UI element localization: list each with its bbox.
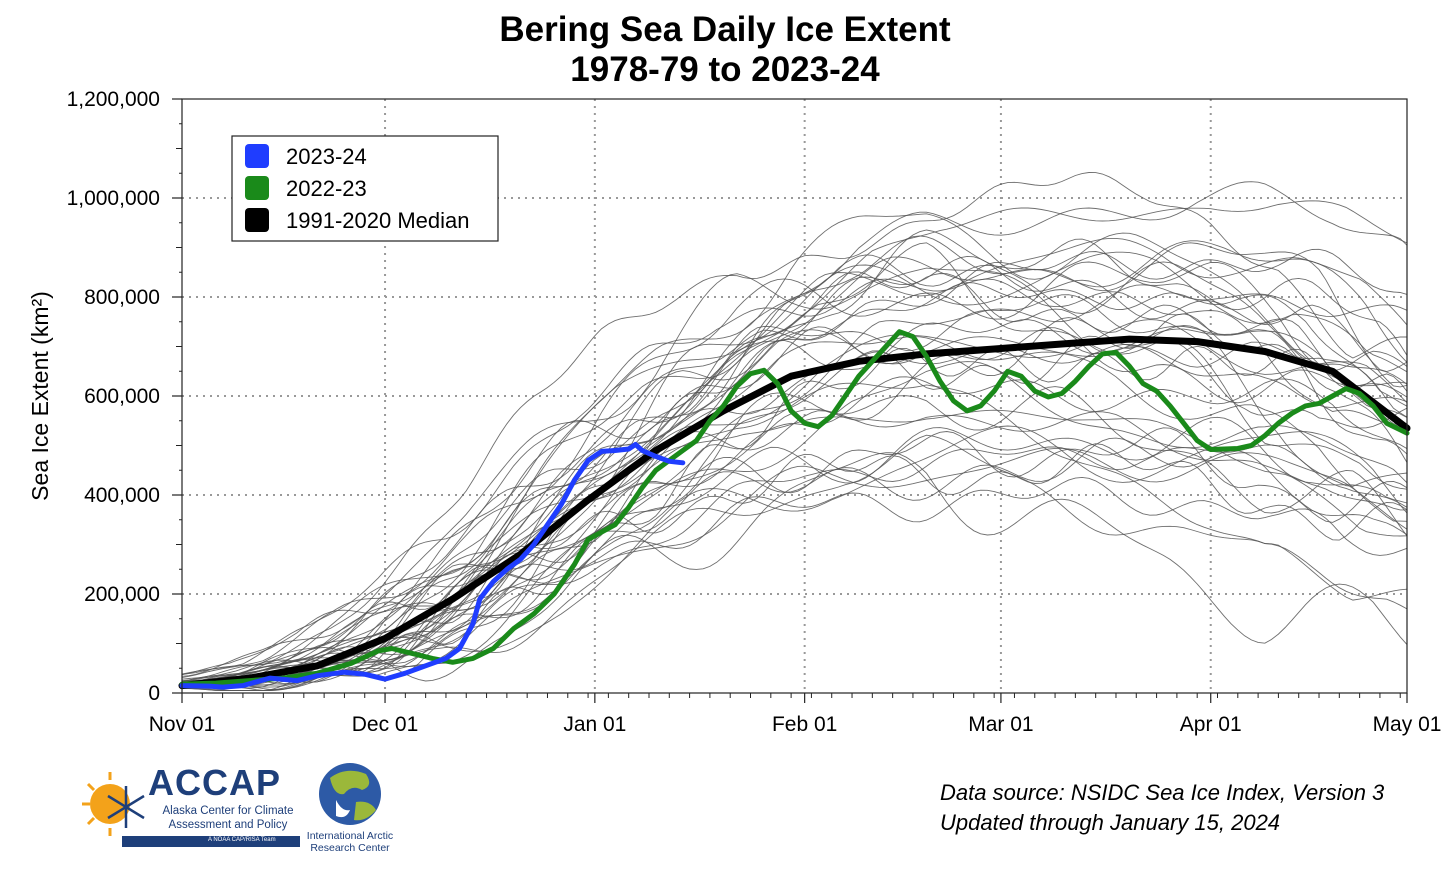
highlighted-series-layer <box>178 329 1411 690</box>
historical-season-line <box>181 261 1408 679</box>
historical-season-line <box>181 425 1408 691</box>
historical-season-line <box>181 251 1408 680</box>
historical-season-line <box>181 248 1408 688</box>
x-tick-label: Dec 01 <box>352 713 419 736</box>
historical-season-line <box>181 282 1408 682</box>
accap-bar-text: A NOAA CAP/RISA Team <box>208 837 276 843</box>
accap-bar <box>122 836 300 847</box>
historical-series-layer <box>181 172 1408 691</box>
x-tick-label: Nov 01 <box>149 713 216 736</box>
iarc-logo: International Arctic Research Center <box>298 760 402 860</box>
x-tick-label: Apr 01 <box>1180 713 1242 736</box>
chart-title-line2: 1978-79 to 2023-24 <box>570 50 880 89</box>
historical-season-line <box>181 181 1408 684</box>
legend-box <box>231 135 499 242</box>
historical-season-line <box>181 238 1408 686</box>
historical-season-line <box>181 271 1408 685</box>
historical-season-line <box>182 444 1408 689</box>
accap-name: ACCAP <box>148 762 282 803</box>
legend-swatch <box>245 144 269 168</box>
legend-swatch <box>245 176 269 200</box>
historical-season-line <box>181 452 1408 691</box>
legend: 2023-24 2022-23 1991-2020 Median <box>231 135 499 242</box>
historical-season-line <box>181 294 1408 682</box>
data-source-line: Data source: NSIDC Sea Ice Index, Versio… <box>940 780 1385 805</box>
y-tick-label: 600,000 <box>84 385 160 408</box>
series-line-1991-2020-median <box>178 335 1411 690</box>
x-tick-label: Mar 01 <box>968 713 1033 736</box>
historical-season-line <box>181 213 1408 684</box>
chart-title-line1: Bering Sea Daily Ice Extent <box>499 10 951 49</box>
historical-season-line <box>181 313 1408 683</box>
historical-season-line <box>181 343 1408 691</box>
y-tick-label: 400,000 <box>84 484 160 507</box>
y-tick-label: 800,000 <box>84 286 160 309</box>
legend-swatch <box>245 208 269 232</box>
accap-subtitle: Alaska Center for Climate Assessment and… <box>162 805 294 831</box>
historical-season-line <box>181 386 1408 687</box>
historical-season-line <box>181 267 1408 677</box>
historical-season-line <box>181 328 1408 685</box>
historical-season-line <box>181 172 1407 675</box>
legend-label: 2022-23 <box>286 176 367 201</box>
globe-icon <box>319 763 381 825</box>
x-tick-label: May 01 <box>1373 713 1442 736</box>
y-tick-label: 1,200,000 <box>67 88 160 111</box>
historical-season-line <box>181 235 1408 683</box>
historical-season-line <box>181 255 1408 683</box>
logos: ACCAP Alaska Center for Climate Assessme… <box>80 760 420 860</box>
historical-season-line <box>182 200 1408 684</box>
chart-title: Bering Sea Daily Ice Extent 1978-79 to 2… <box>395 10 1055 90</box>
legend-label: 2023-24 <box>286 144 367 169</box>
y-tick-label: 0 <box>148 682 160 705</box>
updated-through-line: Updated through January 15, 2024 <box>940 810 1281 835</box>
axes-layer: 0 200,000 400,000 600,000 800,000 1,000,000 1,… <box>27 88 1441 736</box>
historical-season-line <box>181 382 1408 682</box>
sun-snowflake-icon <box>82 772 145 836</box>
historical-season-line <box>181 278 1408 675</box>
y-tick-label: 200,000 <box>84 583 160 606</box>
x-tick-label: Jan 01 <box>563 713 626 736</box>
historical-season-line <box>181 317 1408 676</box>
historical-season-line <box>181 229 1408 685</box>
series-line-2023-24 <box>179 442 686 690</box>
y-axis-label: Sea Ice Extent (km²) <box>27 291 53 501</box>
historical-season-line <box>181 284 1408 690</box>
legend-label: 1991-2020 Median <box>286 208 469 233</box>
y-tick-label: 1,000,000 <box>67 187 160 210</box>
data-source-note: Data source: NSIDC Sea Ice Index, Versio… <box>940 778 1384 838</box>
historical-season-line <box>181 416 1408 687</box>
x-tick-label: Feb 01 <box>772 713 837 736</box>
series-line-2022-23 <box>179 329 1410 687</box>
iarc-text: International Arctic Research Center <box>306 830 394 854</box>
accap-logo: ACCAP Alaska Center for Climate Assessme… <box>80 760 305 852</box>
historical-season-line <box>181 240 1408 685</box>
